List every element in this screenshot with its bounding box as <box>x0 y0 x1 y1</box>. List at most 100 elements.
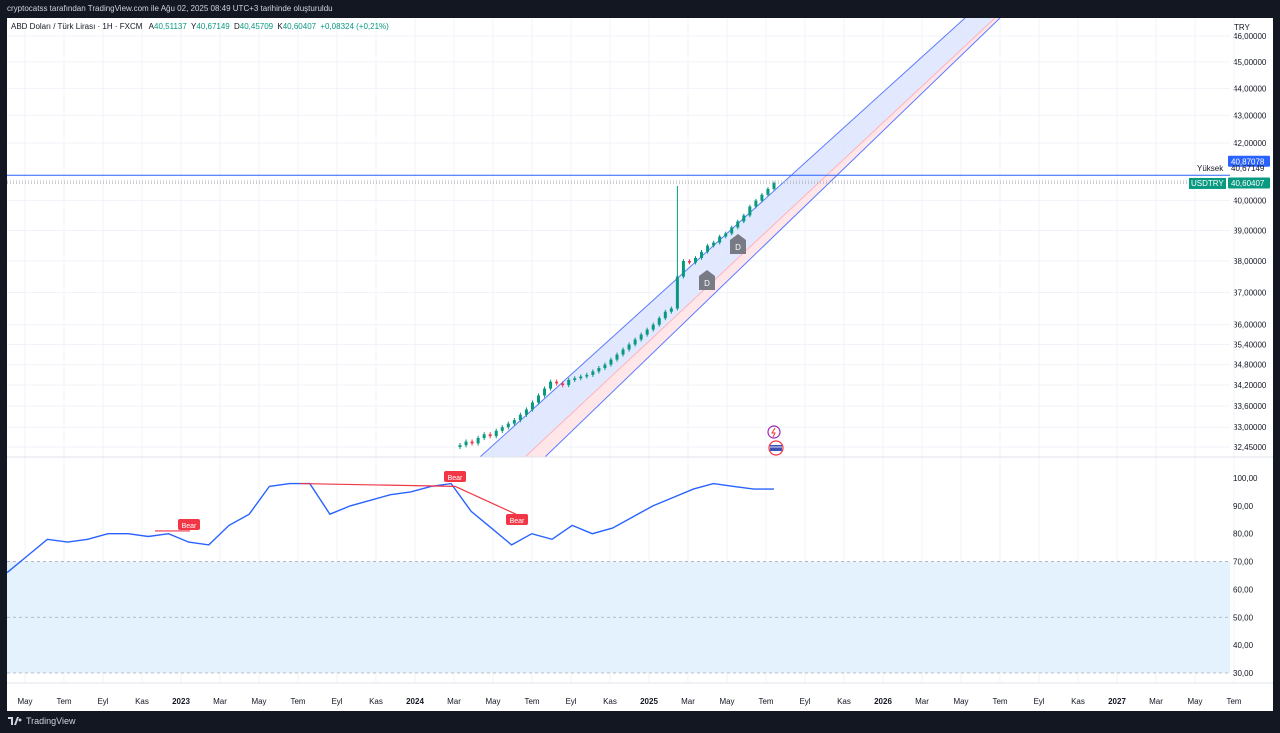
price-tick-label: 35,40000 <box>1233 341 1267 350</box>
time-tick-label: Tem <box>758 697 773 706</box>
open-value: 40,51137 <box>154 22 187 31</box>
price-tick-label: 42,00000 <box>1233 139 1267 148</box>
price-tick-label: 45,00000 <box>1233 58 1267 67</box>
symbol-legend[interactable]: ABD Doları / Türk Lirası · 1H · FXCM A40… <box>11 22 389 31</box>
high-value-tag: 40,67149 <box>1231 164 1265 173</box>
time-tick-label: 2027 <box>1108 697 1126 706</box>
symbol-tag: USDTRY <box>1191 179 1224 188</box>
time-tick-label: 2026 <box>874 697 892 706</box>
high-value: 40,67149 <box>196 22 230 31</box>
candle-body <box>518 414 522 421</box>
high-label: Y <box>191 22 197 31</box>
candle-body <box>585 374 589 377</box>
price-tick-label: 39,00000 <box>1233 226 1267 235</box>
candle-body <box>651 324 655 330</box>
attribution-bar: cryptocatss tarafından TradingView.com i… <box>0 0 1280 18</box>
candle-body <box>500 427 504 431</box>
candle-body <box>724 233 728 237</box>
time-tick-label: 2024 <box>406 697 424 706</box>
bear-label-1: Bear <box>182 523 197 530</box>
candle-body <box>476 437 480 444</box>
candle-body <box>567 379 571 386</box>
tradingview-logo[interactable]: TradingView <box>8 716 76 726</box>
price-tick-label: 36,00000 <box>1233 321 1267 330</box>
low-value: 40,45709 <box>239 22 274 31</box>
price-pane <box>458 18 1001 457</box>
candle-body <box>730 227 734 234</box>
candle-body <box>524 409 528 415</box>
candle-body <box>627 344 631 350</box>
time-tick-label: May <box>953 697 968 706</box>
time-tick-label: Tem <box>290 697 305 706</box>
candle-body <box>621 349 625 355</box>
price-axis[interactable] <box>1230 18 1273 711</box>
bear-divergence-line <box>299 482 456 487</box>
change-value: +0,08324 (+0,21%) <box>320 22 389 31</box>
candle-body <box>597 368 601 372</box>
dividend-marker-1-shape <box>699 270 715 290</box>
candle-body <box>772 183 776 189</box>
candle-body <box>482 434 486 438</box>
symbol-name[interactable]: ABD Doları / Türk Lirası · 1H · FXCM <box>11 22 143 31</box>
dividend-marker-2-shape <box>730 234 746 254</box>
candle-body <box>694 257 697 263</box>
candle-body <box>657 318 661 325</box>
time-tick-label: Tem <box>992 697 1007 706</box>
time-tick-label: Eyl <box>565 697 576 706</box>
time-tick-label: Mar <box>213 697 227 706</box>
channel-mid-line <box>524 18 996 457</box>
candle-body <box>488 434 492 437</box>
candle-body <box>464 441 468 446</box>
candle-body <box>748 206 752 216</box>
line-price-tag: 40,87078 <box>1231 157 1265 166</box>
candle-body <box>712 242 716 246</box>
price-tick-label: 34,80000 <box>1233 361 1267 370</box>
lightning-icon <box>767 425 781 439</box>
time-tick-label: May <box>1187 697 1202 706</box>
price-tick-label: 37,00000 <box>1233 288 1267 297</box>
low-label: D <box>233 22 240 31</box>
attribution-text: cryptocatss tarafından TradingView.com i… <box>7 4 333 13</box>
currency-label[interactable]: TRY <box>1234 23 1250 32</box>
oscillator-tick-label: 100,00 <box>1233 474 1258 483</box>
oscillator-tick-label: 60,00 <box>1233 585 1254 594</box>
candle-body <box>663 311 667 319</box>
time-tick-label: May <box>251 697 266 706</box>
candle-body <box>669 308 673 312</box>
time-tick-label: Eyl <box>97 697 108 706</box>
time-tick-label: May <box>17 697 32 706</box>
candle-body <box>555 381 559 384</box>
candle-body <box>470 441 474 444</box>
price-tick-label: 33,60000 <box>1233 402 1267 411</box>
oscillator-band <box>7 561 1230 673</box>
lightning-icon-glyph <box>771 427 776 438</box>
time-tick-label: Kas <box>603 697 617 706</box>
channel-lower-zone <box>525 18 1000 457</box>
dividend-marker-2: D <box>735 243 741 252</box>
time-tick-label: Mar <box>447 697 461 706</box>
candle-body <box>494 430 498 437</box>
candle-body <box>742 215 746 222</box>
candle-body <box>681 261 685 277</box>
last-price-tag: 40,60407 <box>1231 179 1265 188</box>
us-flag-icon-field <box>770 445 782 451</box>
candle-body <box>458 445 462 447</box>
close-label: K <box>277 22 283 31</box>
oscillator-tick-label: 50,00 <box>1233 613 1254 622</box>
candle-body <box>687 261 691 263</box>
dividend-marker-1: D <box>704 279 710 288</box>
time-tick-label: Mar <box>681 697 695 706</box>
time-tick-label: Mar <box>1149 697 1163 706</box>
oscillator-tick-label: 90,00 <box>1233 502 1254 511</box>
time-tick-label: Kas <box>837 697 851 706</box>
candle-body <box>706 245 710 252</box>
oscillator-tick-label: 80,00 <box>1233 530 1254 539</box>
price-tick-label: 34,20000 <box>1233 381 1267 390</box>
oscillator-tick-label: 30,00 <box>1233 669 1254 678</box>
candle-body <box>718 236 722 243</box>
tradingview-icon <box>8 717 22 725</box>
candle-body <box>530 402 534 410</box>
bear-label-3-bg <box>506 514 528 525</box>
time-tick-label: Kas <box>1071 697 1085 706</box>
